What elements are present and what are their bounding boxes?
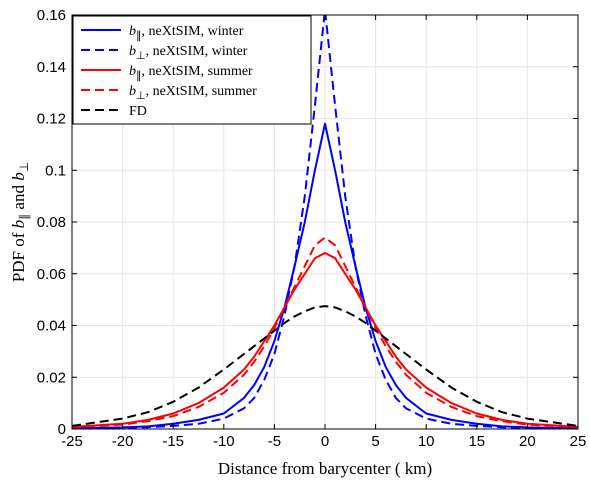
y-tick-label: 0.14 (37, 59, 66, 76)
x-tick-label: -20 (112, 433, 134, 450)
legend-entry: b⊥, neXtSIM, summer (129, 84, 257, 102)
x-tick-label: -5 (268, 433, 281, 450)
x-tick-label: 10 (418, 433, 435, 450)
legend-entry: FD (129, 104, 147, 119)
x-tick-label: -25 (61, 433, 83, 450)
y-tick-label: 0.04 (37, 318, 66, 335)
legend: b∥, neXtSIM, winter b⊥, neXtSIM, winter b∥… (72, 15, 312, 125)
y-tick-label: 0.08 (37, 214, 66, 231)
legend-entry: b⊥, neXtSIM, winter (129, 44, 248, 62)
y-tick-label: 0.02 (37, 369, 66, 386)
x-tick-label: -10 (213, 433, 235, 450)
series-line (72, 122, 578, 429)
series-line (72, 236, 578, 429)
y-tick-label: 0 (58, 421, 66, 438)
x-tick-label: 15 (468, 433, 485, 450)
series-lines (72, 15, 578, 429)
y-axis-label: PDF of b∥ and b⊥ (9, 162, 31, 282)
series-line (72, 305, 578, 427)
x-axis-label: Distance from barycenter ( km) (218, 459, 432, 478)
series-line (72, 15, 578, 429)
y-tick-label: 0.16 (37, 7, 66, 24)
x-tick-label: -15 (162, 433, 184, 450)
y-tick-label: 0.1 (45, 162, 66, 179)
y-tick-label: 0.06 (37, 266, 66, 283)
series-line (72, 252, 578, 428)
legend-entry: b∥, neXtSIM, winter (129, 24, 244, 42)
y-tick-label: 0.12 (37, 111, 66, 128)
axis-ticks: -25 -20 -15 -10 -5 0 5 10 15 20 25 0 0.02 0.04 0.06 0.0… (37, 7, 587, 450)
x-tick-label: 5 (371, 433, 379, 450)
x-tick-label: 0 (321, 433, 329, 450)
x-tick-label: 20 (519, 433, 536, 450)
legend-entry: b∥, neXtSIM, summer (129, 64, 253, 82)
x-tick-label: 25 (570, 433, 587, 450)
